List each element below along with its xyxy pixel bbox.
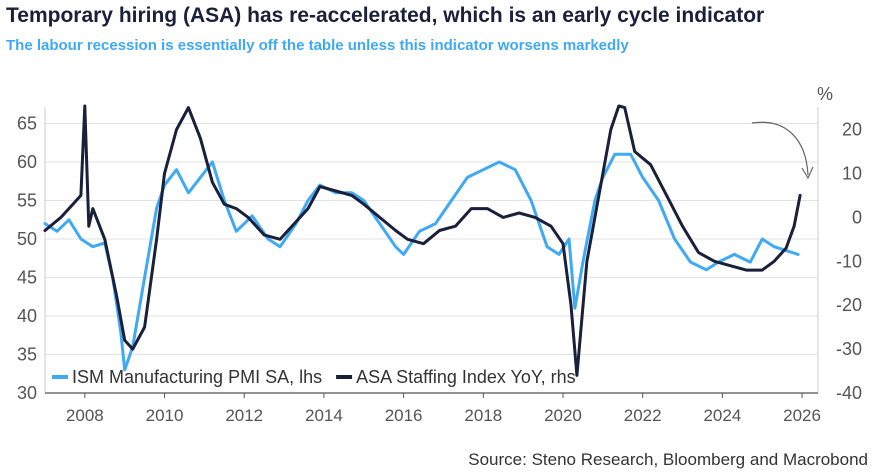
right-axis-unit-label: % bbox=[817, 84, 833, 104]
x-axis-tick-label: 2024 bbox=[703, 406, 741, 425]
annotation-arrow-curve bbox=[751, 121, 809, 176]
right-axis-tick-label: 10 bbox=[842, 163, 862, 183]
right-axis-tick-label: -10 bbox=[836, 251, 862, 271]
x-axis-tick-label: 2012 bbox=[225, 406, 263, 425]
left-axis-tick-label: 55 bbox=[17, 191, 37, 211]
x-axis-tick-label: 2010 bbox=[146, 406, 184, 425]
x-axis-tick-label: 2018 bbox=[464, 406, 502, 425]
x-axis-tick-label: 2008 bbox=[66, 406, 104, 425]
left-axis-tick-label: 65 bbox=[17, 114, 37, 134]
grid-lines bbox=[45, 123, 818, 356]
x-axis-tick-label: 2022 bbox=[624, 406, 662, 425]
left-axis-tick-label: 45 bbox=[17, 268, 37, 288]
x-axis-tick-label: 2014 bbox=[305, 406, 343, 425]
left-axis-tick-label: 30 bbox=[17, 383, 37, 403]
x-axis-tick-label: 2016 bbox=[385, 406, 423, 425]
series-lines bbox=[43, 104, 802, 377]
legend: ISM Manufacturing PMI SA, lhs ASA Staffin… bbox=[52, 367, 576, 387]
legend-label-ism-pmi: ISM Manufacturing PMI SA, lhs bbox=[72, 367, 322, 387]
right-axis-ticks: -40 -30 -20 -10 0 10 20 bbox=[836, 120, 862, 403]
left-axis-tick-label: 40 bbox=[17, 306, 37, 326]
x-axis-tick-label: 2020 bbox=[544, 406, 582, 425]
right-axis-tick-label: 0 bbox=[852, 207, 862, 227]
x-axis-tick-label: 2026 bbox=[783, 406, 821, 425]
left-axis-tick-label: 60 bbox=[17, 152, 37, 172]
legend-label-asa-staffing: ASA Staffing Index YoY, rhs bbox=[356, 367, 576, 387]
annotation-arrow bbox=[751, 121, 814, 180]
right-axis-tick-label: -40 bbox=[836, 383, 862, 403]
right-axis-tick-label: -20 bbox=[836, 295, 862, 315]
source-note: Source: Steno Research, Bloomberg and Ma… bbox=[468, 450, 868, 469]
chart-title: Temporary hiring (ASA) has re-accelerate… bbox=[6, 4, 765, 27]
left-axis-tick-label: 50 bbox=[17, 229, 37, 249]
plot-border bbox=[44, 107, 819, 394]
x-axis-ticks: 2008 2010 2012 2014 2016 2018 2020 2022 2024 2026 bbox=[66, 393, 821, 425]
left-axis-ticks: 30 35 40 45 50 55 60 65 bbox=[17, 114, 37, 403]
series-line-ism-pmi bbox=[43, 152, 800, 372]
left-axis-tick-label: 35 bbox=[17, 345, 37, 365]
series-line-asa-staffing bbox=[43, 104, 802, 377]
right-axis-tick-label: 20 bbox=[842, 120, 862, 140]
annotation-arrow-head bbox=[801, 166, 814, 180]
right-axis-tick-label: -30 bbox=[836, 339, 862, 359]
chart-subtitle: The labour recession is essentially off … bbox=[6, 37, 629, 54]
